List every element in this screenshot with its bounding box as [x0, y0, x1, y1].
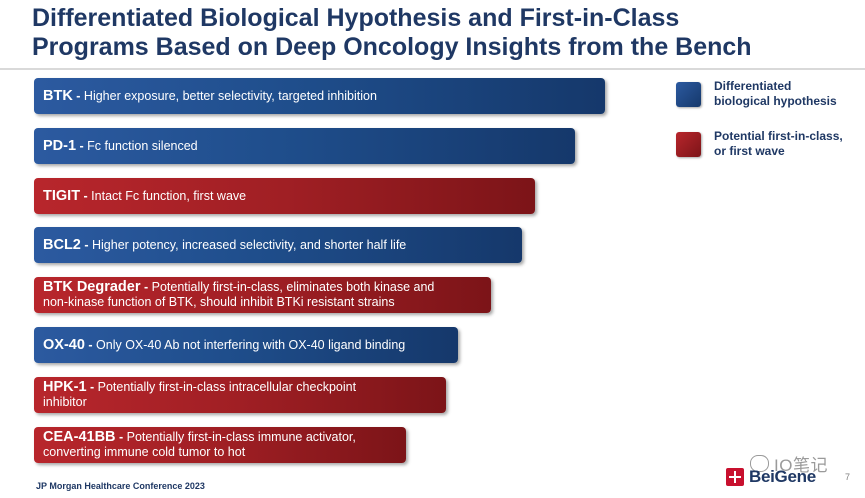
program-description: Higher exposure, better selectivity, tar… — [83, 88, 377, 103]
program-bar-pd-1: PD-1 - Fc function silenced — [34, 128, 575, 164]
program-name: BTK Degrader — [43, 279, 141, 295]
beigene-logo-icon — [726, 468, 744, 486]
slide-title-line-2: Programs Based on Deep Oncology Insights… — [32, 33, 752, 61]
legend-item-differentiated: Differentiated biological hypothesis — [676, 79, 854, 109]
program-bar-btk: BTK - Higher exposure, better selectivit… — [34, 78, 605, 114]
program-bar-cea-41bb: CEA-41BB - Potentially first-in-class im… — [34, 427, 406, 463]
program-description: Potentially first-in-class immune activa… — [126, 430, 356, 444]
program-description: Potentially first-in-class intracellular… — [97, 380, 357, 394]
conference-footer: JP Morgan Healthcare Conference 2023 — [36, 481, 205, 491]
program-description: Potentially first-in-class, eliminates b… — [151, 280, 435, 294]
program-description: Intact Fc function, first wave — [91, 188, 247, 203]
program-name: HPK-1 — [43, 379, 87, 395]
legend-label: Differentiated biological hypothesis — [714, 79, 837, 108]
legend-item-first-in-class: Potential first-in-class, or first wave — [676, 129, 854, 159]
program-name: BCL2 — [43, 236, 81, 253]
slide-title: Differentiated Biological Hypothesis and… — [32, 4, 852, 62]
program-bar-bcl2: BCL2 - Higher potency, increased selecti… — [34, 227, 522, 263]
watermark-text: IO笔记 — [774, 456, 828, 475]
slide-title-line-1: Differentiated Biological Hypothesis and… — [32, 4, 680, 32]
program-name: OX-40 — [43, 336, 85, 353]
program-bar-tigit: TIGIT - Intact Fc function, first wave — [34, 178, 535, 214]
program-bar-hpk-1: HPK-1 - Potentially first-in-class intra… — [34, 377, 446, 413]
watermark: IO笔记 — [750, 451, 828, 476]
title-divider — [0, 68, 865, 70]
page-number: 7 — [845, 472, 851, 482]
program-name: PD-1 — [43, 137, 77, 154]
program-bar-ox-40: OX-40 - Only OX-40 Ab not interfering wi… — [34, 327, 458, 363]
wechat-icon — [750, 455, 769, 472]
logo-text: BeiGene — [749, 467, 816, 486]
program-name: TIGIT — [43, 187, 81, 204]
legend-swatch-red — [676, 132, 701, 157]
program-description-line-2: inhibitor — [43, 395, 87, 409]
program-description-line-2: non-kinase function of BTK, should inhib… — [43, 295, 395, 309]
program-description: Fc function silenced — [87, 138, 198, 153]
program-bar-btk-degrader: BTK Degrader - Potentially first-in-clas… — [34, 277, 491, 313]
program-name: BTK — [43, 87, 73, 104]
program-description-line-2: converting immune cold tumor to hot — [43, 445, 246, 459]
program-description: Higher potency, increased selectivity, a… — [91, 237, 407, 252]
legend-swatch-blue — [676, 82, 701, 107]
beigene-logo: BeiGene — [726, 467, 816, 487]
program-description: Only OX-40 Ab not interfering with OX-40… — [96, 337, 406, 352]
program-name: CEA-41BB — [43, 429, 116, 445]
legend-label: Potential first-in-class, or first wave — [714, 129, 843, 158]
